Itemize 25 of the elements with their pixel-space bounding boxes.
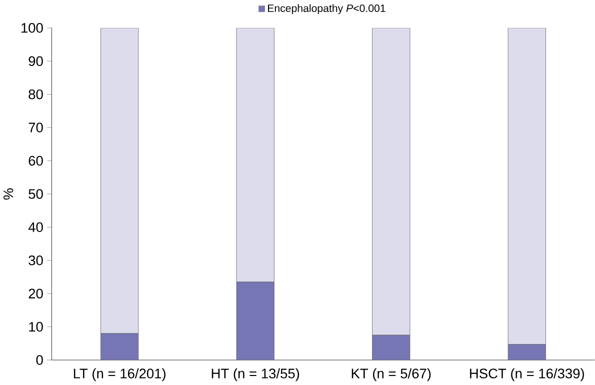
y-tick-label: 70 (28, 122, 43, 133)
y-axis-title: % (4, 188, 14, 200)
bar (100, 333, 139, 360)
x-tick-label: KT (n = 5/67) (352, 368, 431, 382)
bar (508, 28, 546, 345)
x-tick-label: HT (n = 13/55) (212, 368, 300, 382)
y-tick-label: 100 (21, 23, 43, 33)
y-tick-label: 90 (28, 56, 43, 66)
bar (508, 344, 546, 360)
y-tick-label: 60 (28, 156, 43, 166)
y-tick-label: 40 (28, 222, 43, 232)
y-tick-label: 50 (28, 189, 43, 200)
bar (100, 28, 139, 334)
y-tick-label: 20 (28, 288, 43, 299)
y-tick-label: 30 (28, 256, 43, 266)
bar (236, 282, 274, 360)
x-tick-label: HSCT (n = 16/339) (470, 368, 584, 382)
x-tick-label: LT (n = 16/201) (74, 368, 166, 382)
legend-label: Encephalopathy P<0.001 (268, 4, 386, 14)
bar (372, 28, 410, 336)
bar (236, 28, 274, 282)
y-tick-label: 80 (28, 90, 43, 100)
y-tick-label: 0 (36, 355, 43, 366)
y-tick-label: 10 (29, 322, 43, 332)
bar (372, 335, 410, 360)
